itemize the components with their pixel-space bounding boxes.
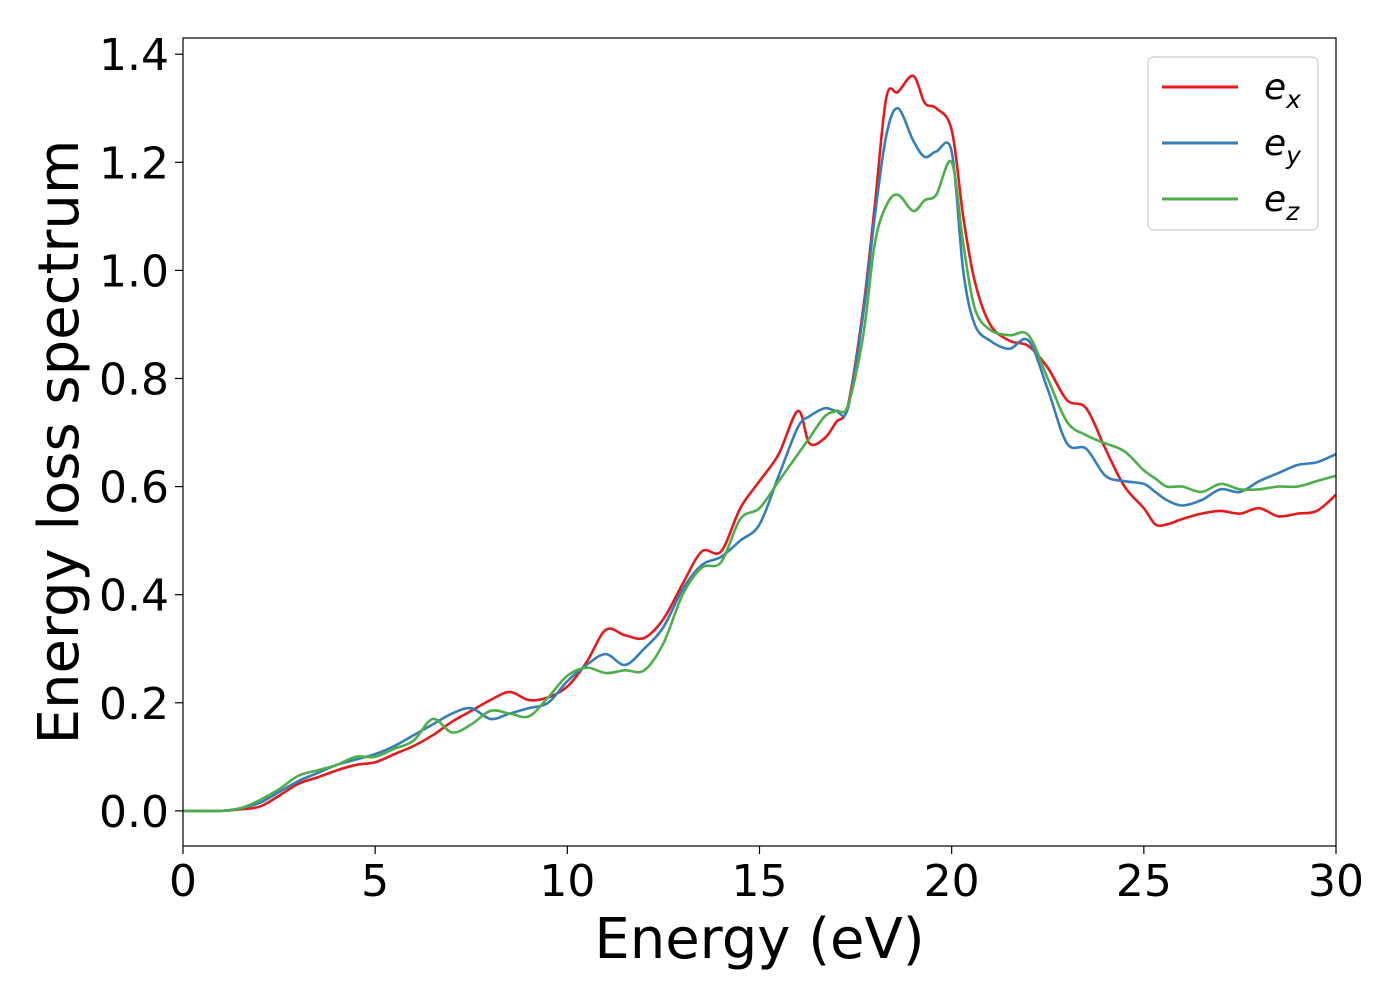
series-line-e-z xyxy=(183,159,1336,813)
x-tick-label: 10 xyxy=(539,856,595,907)
y-tick-label: 1.2 xyxy=(99,138,169,189)
x-axis-ticks: 0 5 10 15 20 25 30 xyxy=(169,846,1364,907)
series-line-e-x xyxy=(183,74,1336,813)
y-tick-label: 0.8 xyxy=(99,354,169,405)
x-tick-label: 5 xyxy=(361,856,389,907)
y-axis-ticks: 0.0 0.2 0.4 0.6 0.8 1.0 1.2 1.4 xyxy=(99,30,183,838)
x-axis-label: Energy (eV) xyxy=(594,907,924,972)
legend-label: ey xyxy=(1264,123,1302,170)
x-tick-label: 25 xyxy=(1116,856,1172,907)
legend: ex ey ez xyxy=(1147,56,1319,231)
y-axis-label: Energy loss spectrum xyxy=(27,140,92,745)
y-tick-label: 1.4 xyxy=(99,30,169,81)
series-layer xyxy=(183,74,1336,813)
legend-label: ex xyxy=(1264,67,1301,114)
y-tick-label: 0.2 xyxy=(99,679,169,730)
x-tick-label: 0 xyxy=(169,856,197,907)
x-tick-label: 15 xyxy=(732,856,788,907)
y-tick-label: 0.6 xyxy=(99,463,169,514)
y-tick-label: 0.0 xyxy=(99,787,169,838)
y-tick-label: 0.4 xyxy=(99,571,169,622)
x-tick-label: 20 xyxy=(924,856,980,907)
legend-label: ez xyxy=(1264,179,1300,226)
series-line-e-y xyxy=(183,106,1336,813)
y-tick-label: 1.0 xyxy=(99,246,169,297)
x-tick-label: 30 xyxy=(1308,856,1364,907)
